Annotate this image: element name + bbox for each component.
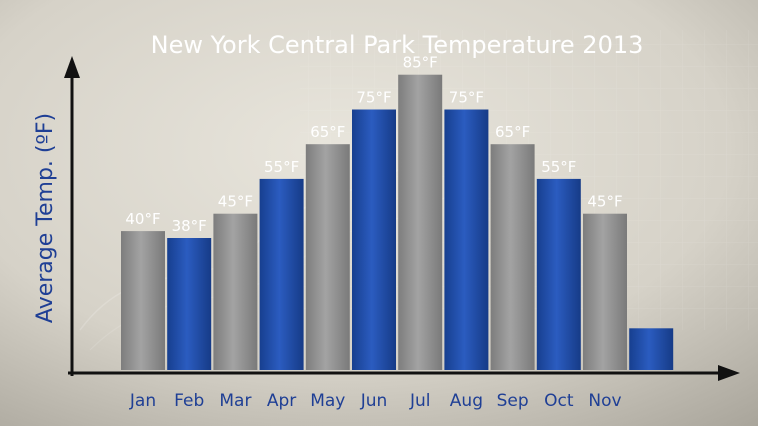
axes-group	[64, 56, 740, 381]
bar-mar	[213, 213, 258, 370]
y-axis-arrow	[64, 56, 80, 78]
data-label: 45°F	[587, 193, 622, 211]
x-tick-label: Sep	[497, 391, 529, 411]
x-tick-label: Aug	[450, 391, 483, 411]
x-tick-labels-group: Jan Feb Mar Apr May Jun Jul Aug Sep Oct Nov	[129, 391, 622, 411]
data-labels-group: 40°F 38°F 45°F 55°F 65°F 75°F 85°F 75°F 65°F 55°F…	[125, 54, 622, 235]
x-tick-label: Nov	[588, 391, 621, 411]
bar-feb	[167, 238, 212, 370]
bar-jun	[352, 109, 396, 370]
bar-sep	[490, 144, 535, 370]
x-tick-label: Mar	[219, 391, 251, 411]
data-label: 45°F	[218, 193, 253, 211]
x-tick-label: Feb	[174, 391, 204, 411]
chart-title: New York Central Park Temperature 2013	[151, 31, 644, 59]
data-label: 75°F	[449, 89, 484, 107]
bar-jan	[121, 231, 165, 370]
bar-may	[305, 144, 350, 370]
x-tick-label: Jun	[360, 391, 388, 411]
y-axis-label: Average Temp. (ºF)	[33, 113, 58, 323]
bar-jul	[398, 74, 443, 370]
x-tick-label: Jul	[409, 391, 431, 411]
x-tick-label: Oct	[544, 391, 574, 411]
data-label: 40°F	[125, 210, 160, 228]
x-axis-arrow	[718, 365, 740, 381]
bar-nov	[583, 213, 627, 370]
data-label: 38°F	[172, 217, 207, 235]
data-label: 55°F	[541, 158, 576, 176]
bar-apr	[259, 178, 304, 370]
x-tick-label: Apr	[267, 391, 296, 411]
data-label: 85°F	[403, 54, 438, 72]
x-tick-label: May	[310, 391, 345, 411]
bar-oct	[536, 178, 581, 370]
bar-aug	[444, 109, 489, 370]
data-label: 65°F	[495, 123, 530, 141]
data-label: 75°F	[356, 89, 391, 107]
data-label: 65°F	[310, 123, 345, 141]
data-label: 55°F	[264, 158, 299, 176]
bar-unlabeled	[629, 328, 674, 370]
bars-group	[121, 74, 674, 370]
x-tick-label: Jan	[129, 391, 156, 411]
